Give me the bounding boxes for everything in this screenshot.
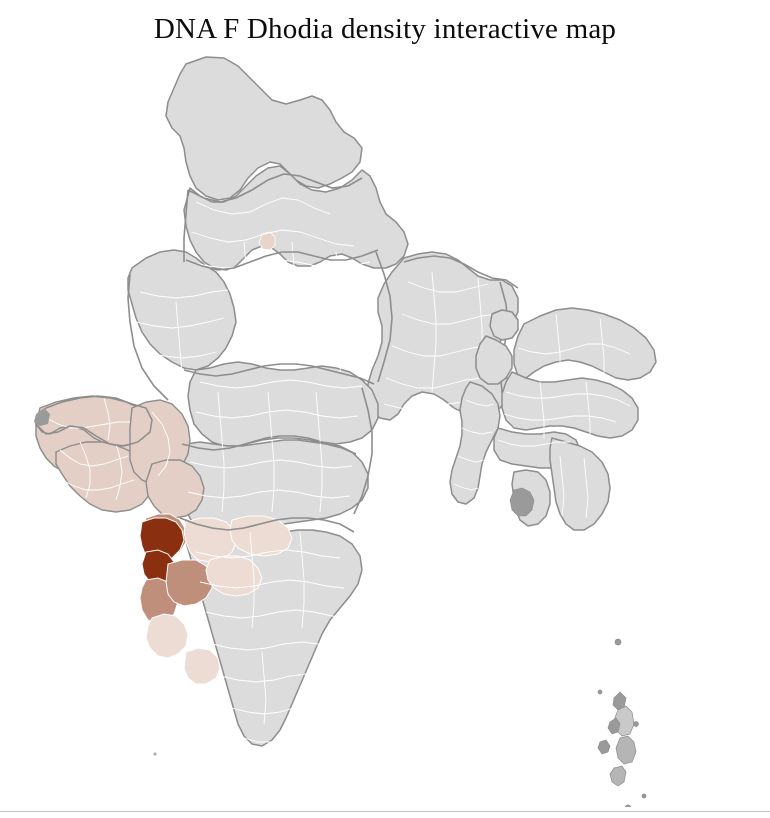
state-arunachal-pradesh[interactable] — [513, 307, 657, 381]
west-coast-strip — [34, 408, 50, 426]
region-north-plains[interactable] — [183, 165, 409, 271]
region-sundarbans-dark — [509, 487, 535, 517]
footer-divider — [0, 811, 770, 812]
state-west-bengal-north[interactable] — [475, 335, 513, 385]
state-manipur-mizoram-tripura[interactable] — [549, 437, 611, 531]
national-coastline — [35, 395, 153, 447]
district-boundaries — [45, 197, 502, 743]
andaman-nicobar-islands[interactable] — [597, 638, 647, 807]
district-nashik[interactable] — [165, 559, 213, 607]
state-west-bengal-south[interactable] — [449, 381, 501, 505]
state-sikkim[interactable] — [489, 309, 519, 341]
lakshadweep-dot — [153, 752, 157, 756]
choropleth-layer[interactable] — [35, 231, 293, 685]
district-south-maharashtra[interactable] — [183, 647, 221, 685]
state-assam[interactable] — [501, 371, 639, 439]
region-northeast[interactable] — [449, 307, 657, 531]
district-mumbai-raigad[interactable] — [145, 613, 189, 659]
district-south-mp[interactable] — [229, 515, 293, 557]
map-svg[interactable] — [0, 52, 770, 807]
region-jammu-kashmir-ladakh[interactable] — [165, 56, 363, 201]
india-choropleth-map[interactable] — [0, 52, 770, 807]
region-central-india[interactable] — [187, 361, 379, 447]
northeast-district-boundaries — [453, 313, 631, 519]
district-gujarat-south[interactable] — [145, 459, 205, 519]
page-title: DNA F Dhodia density interactive map — [153, 13, 617, 45]
